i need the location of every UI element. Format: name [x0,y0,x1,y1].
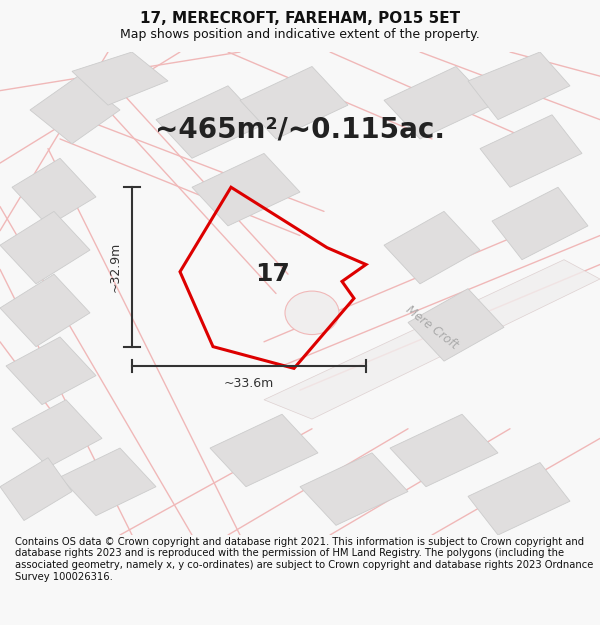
Polygon shape [264,260,600,419]
Polygon shape [210,414,318,487]
Polygon shape [384,66,492,139]
Polygon shape [192,153,300,226]
Text: Map shows position and indicative extent of the property.: Map shows position and indicative extent… [120,28,480,41]
Text: ~465m²/~0.115ac.: ~465m²/~0.115ac. [155,115,445,143]
Polygon shape [156,86,264,158]
Text: Contains OS data © Crown copyright and database right 2021. This information is : Contains OS data © Crown copyright and d… [15,537,593,581]
Polygon shape [0,458,72,521]
Text: Mere Croft: Mere Croft [403,303,461,352]
Polygon shape [240,66,348,139]
Polygon shape [468,52,570,119]
Polygon shape [0,274,90,347]
Text: 17: 17 [256,262,290,286]
Polygon shape [12,158,96,226]
Polygon shape [12,400,102,468]
Polygon shape [72,52,168,105]
Polygon shape [390,414,498,487]
Text: ~32.9m: ~32.9m [108,242,121,292]
Polygon shape [0,211,90,284]
Polygon shape [492,188,588,260]
Polygon shape [480,115,582,188]
Polygon shape [468,462,570,535]
Circle shape [285,291,339,334]
Polygon shape [408,289,504,361]
Polygon shape [6,337,96,404]
Polygon shape [30,76,120,144]
Polygon shape [384,211,480,284]
Text: ~33.6m: ~33.6m [224,377,274,389]
Text: 17, MERECROFT, FAREHAM, PO15 5ET: 17, MERECROFT, FAREHAM, PO15 5ET [140,11,460,26]
Polygon shape [300,453,408,526]
Polygon shape [60,448,156,516]
